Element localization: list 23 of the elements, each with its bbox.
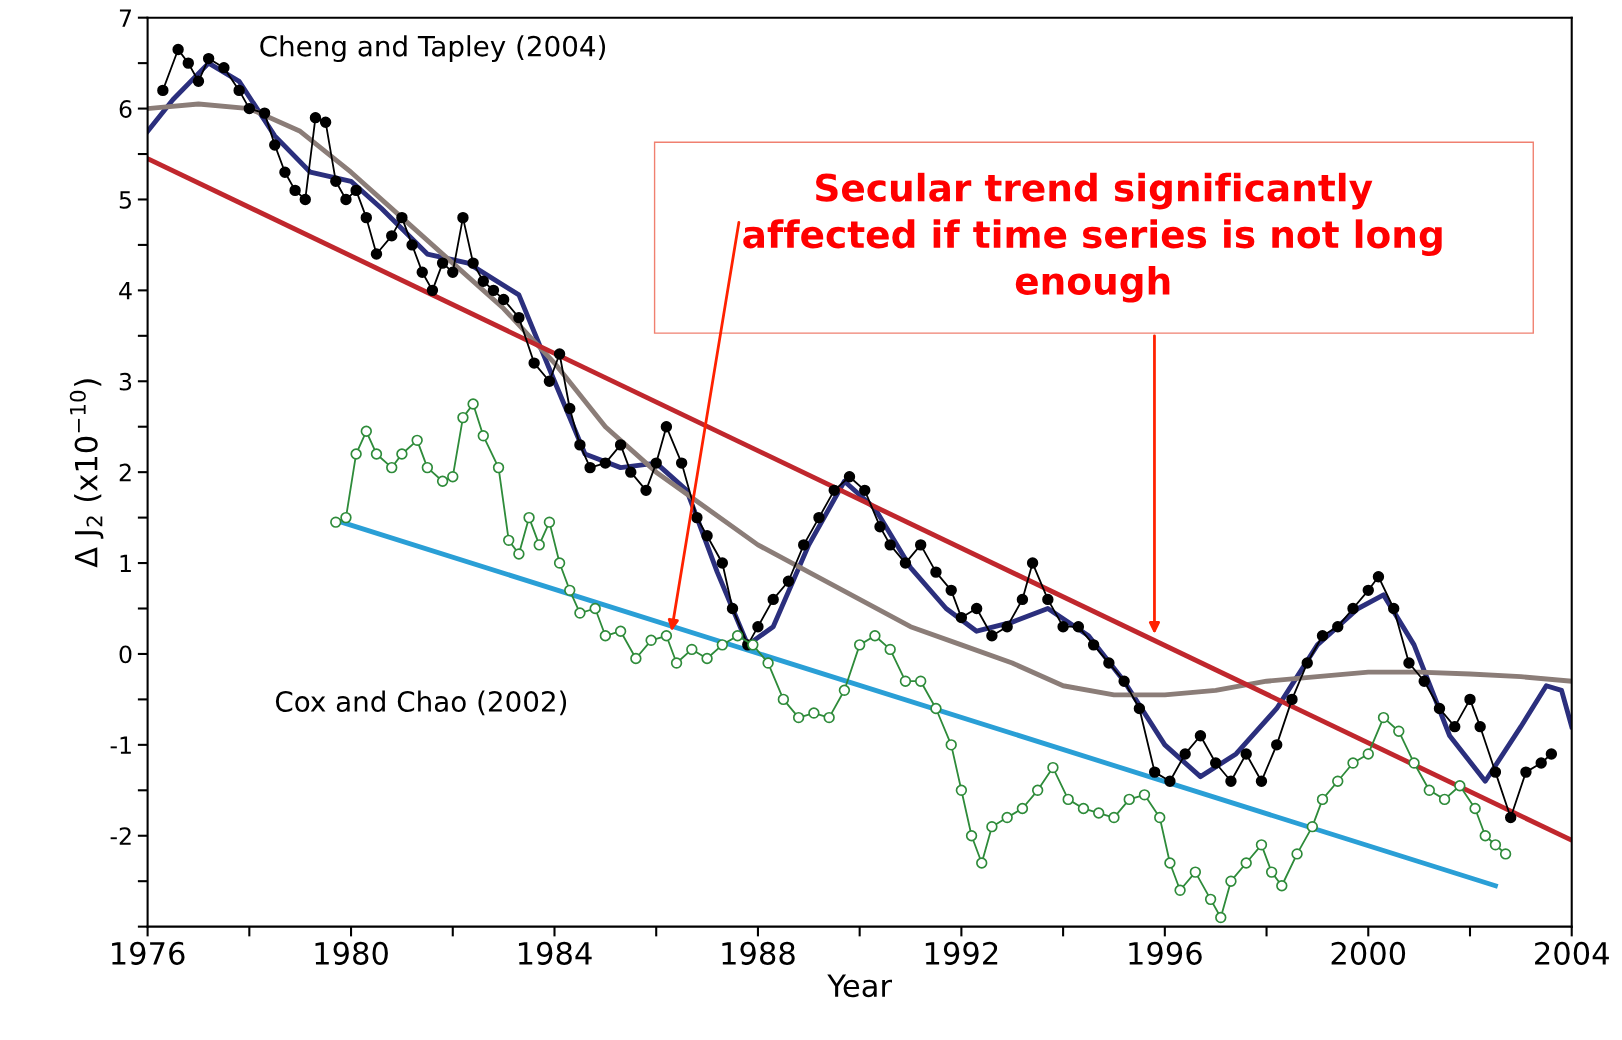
y-tick-label: 3 (119, 372, 132, 391)
text: Cox and Chao (2002) (275, 690, 567, 716)
y-tick-label: 5 (119, 191, 131, 209)
y-axis-title: Δ J$_{2}$ (x10$^{−10}$) (69, 379, 104, 568)
y-tick-label: -2 (110, 827, 131, 845)
x-tick-label: 1988 (722, 941, 795, 965)
y-tick-label: 1 (120, 554, 131, 573)
y-tick-label: 7 (119, 9, 131, 27)
y-tick-label: -1 (110, 736, 131, 754)
x-tick-label: 2004 (1535, 941, 1609, 965)
x-tick-label: 1984 (518, 941, 592, 965)
x-tick-label: 1996 (1129, 941, 1202, 965)
y-tick-label: 6 (119, 100, 132, 118)
x-axis-title: Year (827, 974, 893, 998)
series-label: Cheng and Tapley (2004) (260, 35, 606, 63)
annotation: Secular trend significantly affected if time series is not long enough (743, 172, 1442, 303)
y-tick-label: 0 (119, 645, 132, 664)
x-tick-label: 1980 (315, 941, 388, 965)
x-tick-label: 1992 (925, 941, 998, 965)
y-tick-label: 2 (119, 463, 131, 482)
y-tick-label: 4 (119, 282, 132, 300)
x-tick-label: 1976 (112, 941, 185, 965)
x-tick-label: 2000 (1331, 941, 1406, 965)
